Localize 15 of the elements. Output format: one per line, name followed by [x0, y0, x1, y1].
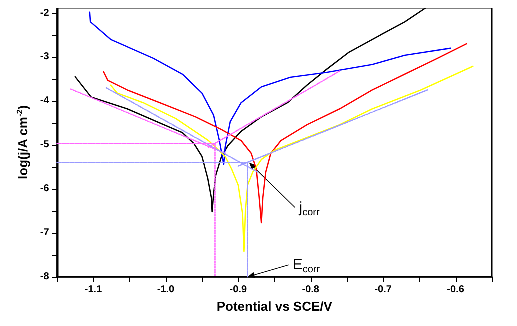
y-tick-label: -5 [40, 140, 50, 151]
x-tick-label: -0.9 [230, 284, 248, 296]
x-tick-label: -0.7 [374, 284, 392, 296]
x-tick-label: -1.0 [157, 284, 176, 296]
x-tick-label: -0.8 [302, 284, 320, 296]
y-tick-label: -8 [40, 272, 50, 283]
x-axis-title: Potential vs SCE/V [216, 299, 333, 314]
x-tick-label: -1.1 [84, 284, 103, 296]
y-tick-label: -6 [40, 184, 50, 195]
y-tick-label: -4 [40, 96, 50, 107]
y-tick-label: -2 [40, 8, 50, 19]
y-tick-label: -7 [40, 228, 50, 239]
y-axis-title: log(j/A cm-2) [16, 105, 30, 180]
y-tick-label: -3 [40, 52, 50, 63]
x-tick-label: -0.6 [447, 284, 465, 296]
